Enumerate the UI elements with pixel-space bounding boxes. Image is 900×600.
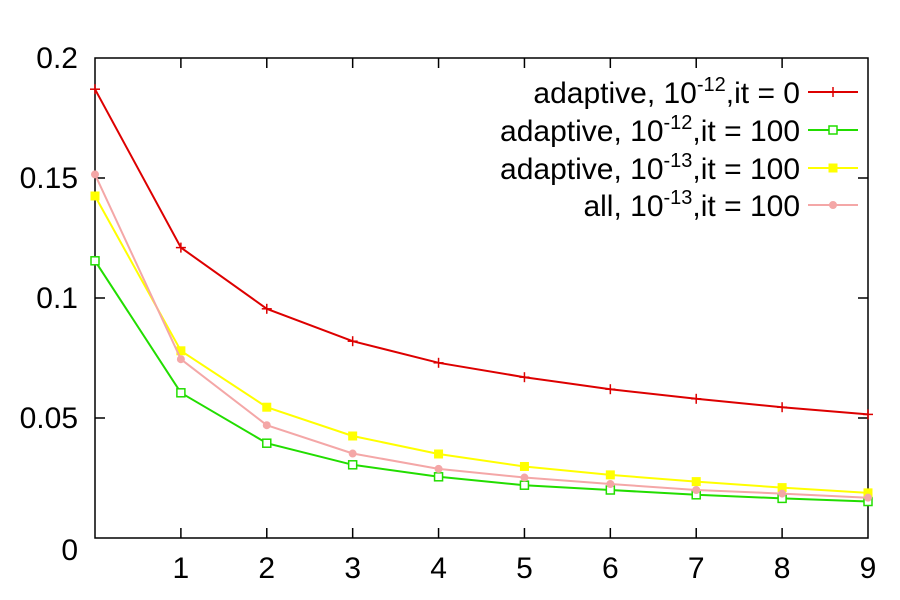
legend-swatch-marker [828, 125, 838, 135]
data-point [606, 480, 615, 488]
data-point [777, 402, 788, 413]
data-point [90, 256, 100, 266]
data-point [262, 402, 272, 412]
legend-label-exponent: -12 [697, 74, 726, 96]
legend-label-suffix: ,it = 100 [692, 190, 800, 223]
data-point [519, 461, 529, 471]
y-axis: 0 0.05 0.1 0.15 0.2 [20, 42, 868, 567]
x-tick-label: 9 [860, 552, 877, 585]
data-point [864, 493, 872, 502]
series-line [94, 260, 869, 503]
y-tick-label: 0.05 [20, 402, 78, 435]
series-0 [90, 84, 873, 420]
legend-label: adaptive, 10-13,it = 100 [500, 150, 800, 186]
data-point [175, 242, 186, 253]
series-2 [90, 191, 873, 498]
legend-swatch-marker [828, 163, 838, 173]
data-point [434, 464, 443, 473]
data-point [176, 388, 186, 398]
legend-label: adaptive, 10-12,it = 0 [533, 74, 800, 110]
data-point [348, 449, 357, 458]
data-point [605, 384, 616, 395]
x-tick-label: 4 [430, 552, 447, 585]
legend-label: all, 10-13,it = 100 [583, 187, 800, 223]
data-point [863, 409, 873, 420]
data-point [519, 372, 530, 383]
series-line [94, 173, 869, 499]
data-point [433, 357, 444, 368]
data-point [347, 460, 358, 470]
series-layer [90, 84, 873, 507]
legend-label-main: adaptive, 10 [500, 153, 663, 186]
legend-swatch-marker [829, 201, 837, 209]
data-point [434, 449, 444, 459]
data-point [348, 431, 358, 441]
data-point [90, 191, 100, 201]
x-tick-label: 8 [774, 552, 791, 585]
series-3 [91, 170, 872, 502]
legend-label-suffix: ,it = 100 [692, 115, 800, 148]
x-tick-label: 1 [173, 552, 190, 585]
data-point [692, 486, 701, 494]
y-tick-label: 0.1 [36, 282, 78, 315]
data-point [778, 489, 787, 498]
x-tick-label: 7 [688, 552, 705, 585]
data-point [176, 355, 185, 364]
legend-swatch-marker [828, 87, 838, 97]
x-axis: 1 2 3 4 5 6 7 8 9 [173, 58, 877, 585]
data-point [262, 421, 271, 430]
y-tick-label: 0.2 [36, 42, 78, 75]
data-point [605, 470, 615, 480]
data-point [519, 480, 530, 490]
x-tick-label: 3 [344, 552, 361, 585]
y-tick-label: 0.15 [20, 162, 78, 195]
data-point [91, 170, 99, 179]
x-tick-label: 6 [602, 552, 619, 585]
data-point [691, 477, 701, 487]
legend-entry-0: adaptive, 10-12,it = 0 [533, 74, 858, 110]
legend-entry-2: adaptive, 10-13,it = 100 [500, 150, 858, 186]
series-line [94, 195, 869, 494]
legend-label-exponent: -12 [664, 112, 693, 134]
legend-label-suffix: ,it = 0 [726, 77, 800, 110]
y-tick-label: 0 [61, 534, 78, 567]
series-line [94, 88, 869, 416]
data-point [433, 472, 444, 482]
legend-label-exponent: -13 [664, 187, 693, 209]
data-point [520, 473, 529, 482]
legend-label-main: adaptive, 10 [500, 115, 663, 148]
legend-label-main: adaptive, 10 [533, 77, 696, 110]
data-point [261, 303, 272, 314]
data-point [90, 84, 100, 95]
legend-label: adaptive, 10-12,it = 100 [500, 112, 800, 148]
legend-label-suffix: ,it = 100 [692, 153, 800, 186]
legend-entry-1: adaptive, 10-12,it = 100 [500, 112, 858, 148]
legend-label-exponent: -13 [664, 150, 693, 172]
x-tick-label: 5 [516, 552, 533, 585]
data-point [691, 393, 702, 404]
x-tick-label: 2 [258, 552, 275, 585]
data-point [262, 438, 272, 448]
legend-label-main: all, 10 [583, 190, 663, 223]
data-point [347, 336, 358, 347]
legend-entry-3: all, 10-13,it = 100 [583, 187, 858, 223]
